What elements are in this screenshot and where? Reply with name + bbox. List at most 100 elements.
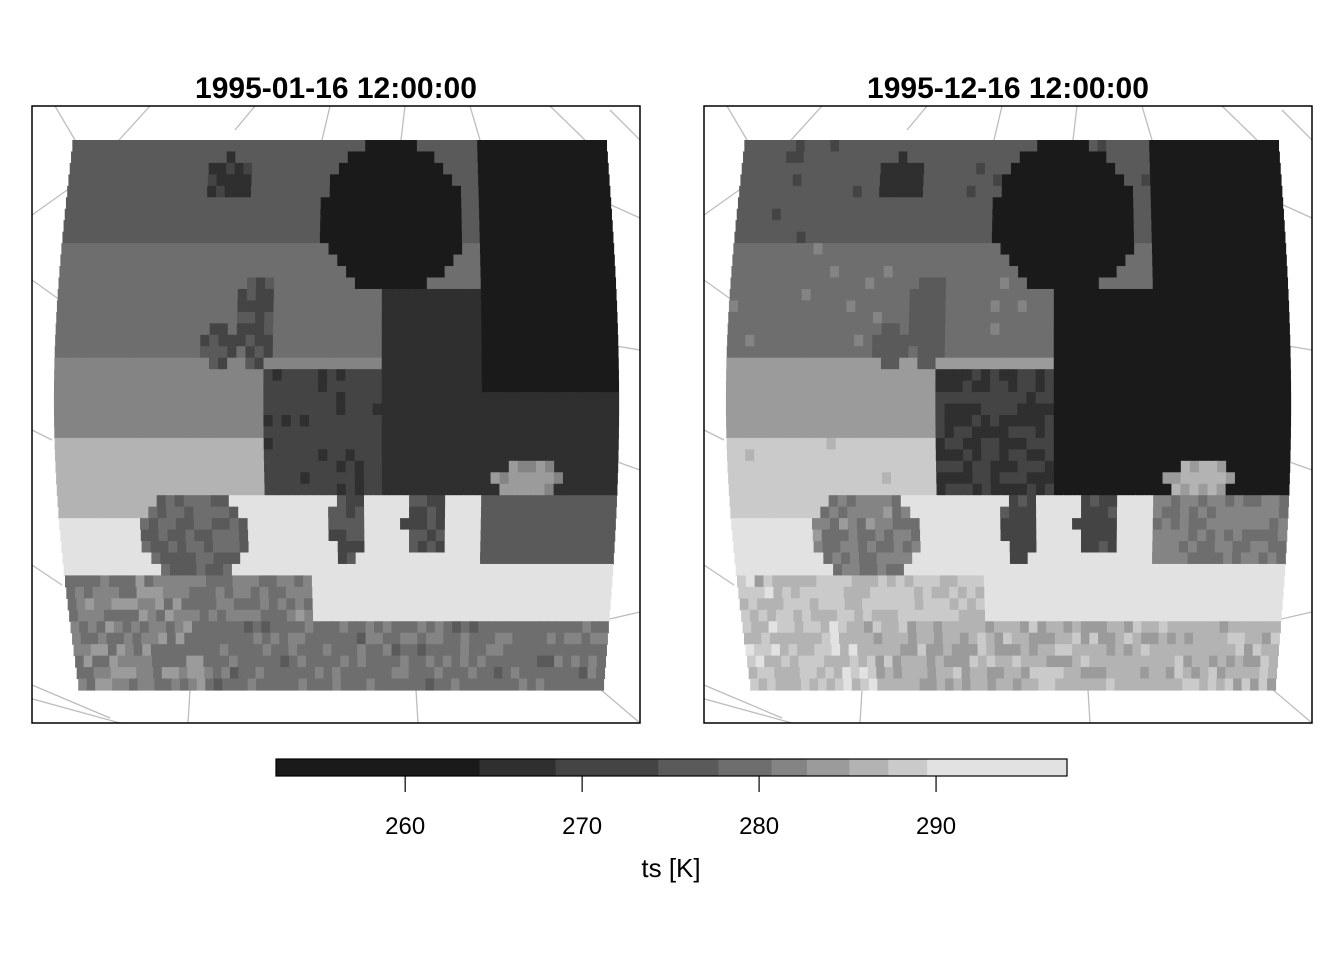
grid-cell (1268, 266, 1279, 279)
grid-cell (523, 220, 534, 233)
grid-cell (541, 575, 551, 588)
grid-cell (1135, 472, 1146, 485)
grid-cell (113, 266, 123, 279)
grid-cell (1090, 346, 1100, 359)
grid-cell (180, 197, 190, 210)
grid-cell (444, 220, 454, 233)
grid-cell (98, 140, 108, 153)
grid-cell (544, 300, 554, 313)
grid-cell (1090, 495, 1100, 508)
grid-cell (259, 185, 270, 198)
grid-cell (499, 472, 510, 485)
grid-cell (279, 644, 290, 657)
grid-cell (130, 277, 140, 290)
grid-cell (54, 426, 64, 439)
grid-cell (1260, 277, 1271, 290)
grid-cell (1263, 426, 1273, 439)
grid-cell (859, 220, 869, 233)
grid-cell (469, 162, 479, 175)
grid-cell (185, 644, 195, 657)
grid-cell (513, 174, 523, 187)
grid-cell (531, 185, 541, 198)
grid-cell (209, 472, 220, 485)
grid-cell (99, 563, 109, 577)
grid-cell (239, 678, 249, 691)
grid-cell (363, 472, 374, 485)
grid-cell (545, 380, 556, 393)
grid-cell (400, 632, 410, 645)
grid-cell (773, 472, 783, 485)
grid-cell (69, 529, 79, 542)
grid-cell (525, 529, 535, 542)
grid-cell (81, 380, 91, 393)
grid-cell (272, 403, 283, 416)
grid-cell (319, 243, 330, 256)
grid-cell (87, 621, 98, 634)
grid-cell (806, 220, 816, 233)
grid-cell (1199, 403, 1210, 416)
grid-cell (817, 403, 827, 416)
grid-cell (1090, 437, 1100, 450)
grid-cell (319, 254, 329, 267)
grid-cell (461, 586, 471, 599)
grid-cell (1226, 437, 1237, 450)
grid-cell (136, 357, 146, 370)
grid-cell (496, 208, 507, 221)
grid-cell (530, 609, 541, 622)
grid-cell (190, 346, 201, 359)
grid-cell (844, 437, 855, 450)
grid-cell (116, 644, 126, 657)
grid-cell (296, 621, 306, 634)
grid-cell (798, 369, 809, 382)
grid-cell (522, 185, 532, 198)
grid-cell (534, 529, 544, 542)
grid-cell (192, 288, 203, 302)
grid-cell (933, 151, 943, 164)
grid-cell (1162, 460, 1173, 473)
grid-cell (1017, 380, 1028, 393)
grid-cell (936, 483, 947, 496)
grid-cell (1244, 460, 1254, 473)
grid-cell (561, 506, 572, 519)
grid-cell (1171, 460, 1182, 473)
grid-cell (533, 541, 544, 554)
grid-cell (445, 357, 456, 370)
grid-cell (135, 575, 145, 588)
grid-cell (308, 403, 319, 416)
grid-cell (826, 437, 837, 450)
grid-cell (1206, 288, 1217, 302)
grid-cell (974, 231, 984, 244)
grid-cell (274, 266, 284, 279)
grid-cell (909, 472, 919, 485)
grid-cell (800, 460, 810, 473)
grid-cell (926, 369, 937, 382)
grid-cell (451, 151, 461, 164)
grid-cell (597, 288, 608, 302)
grid-cell (845, 323, 856, 336)
grid-cell (240, 552, 250, 565)
grid-cell (549, 197, 559, 210)
grid-cell (810, 483, 820, 496)
grid-cell (1036, 197, 1046, 210)
grid-cell (400, 667, 410, 680)
grid-cell (59, 266, 69, 279)
grid-cell (791, 311, 802, 324)
grid-cell (1126, 311, 1136, 324)
grid-cell (372, 288, 383, 302)
grid-cell (299, 357, 310, 370)
grid-cell (1099, 426, 1109, 439)
grid-cell (835, 415, 846, 428)
grid-cell (281, 392, 292, 405)
grid-cell (523, 575, 533, 588)
grid-cell (408, 552, 419, 565)
grid-cell (486, 621, 497, 634)
grid-cell (764, 197, 774, 210)
grid-cell (290, 392, 301, 405)
grid-cell (318, 392, 328, 405)
grid-cell (980, 403, 991, 416)
grid-cell (1198, 460, 1209, 473)
grid-cell (175, 277, 185, 290)
grid-cell (1017, 346, 1028, 359)
grid-cell (143, 220, 153, 233)
grid-cell (517, 300, 527, 313)
